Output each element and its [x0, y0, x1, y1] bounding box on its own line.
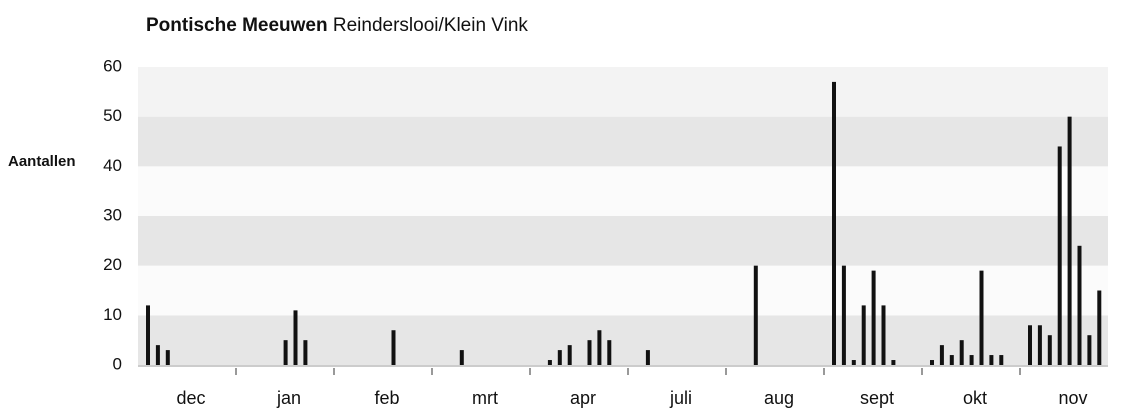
x-tick-label: aug	[764, 388, 794, 408]
x-tick-label: apr	[570, 388, 596, 408]
bar	[753, 265, 758, 365]
grid-band	[138, 116, 1108, 167]
bar	[851, 360, 856, 365]
bar	[587, 340, 592, 365]
y-tick-label: 10	[103, 305, 122, 324]
bar	[391, 330, 396, 365]
bar	[155, 345, 160, 365]
bar	[939, 345, 944, 365]
grid-band	[138, 166, 1108, 216]
x-tick-label: mrt	[472, 388, 498, 408]
bar	[1097, 290, 1102, 365]
x-tick-label: okt	[963, 388, 987, 408]
x-tick-label: dec	[176, 388, 205, 408]
bar	[459, 350, 464, 365]
y-tick-label: 50	[103, 106, 122, 125]
chart-subtitle: Reinderslooi/Klein Vink	[333, 15, 529, 36]
bar	[841, 265, 846, 365]
y-tick-label: 20	[103, 255, 122, 274]
x-tick-label: juli	[669, 388, 692, 408]
bar	[567, 345, 572, 365]
bar	[1077, 245, 1082, 365]
bar	[1067, 116, 1072, 366]
bar	[1028, 325, 1032, 365]
bar	[891, 360, 896, 365]
bar	[979, 270, 984, 365]
bar	[1047, 335, 1052, 365]
bar	[165, 350, 170, 365]
grid-band	[138, 265, 1108, 316]
bar	[949, 355, 954, 365]
bar	[1087, 335, 1092, 365]
grid-band	[138, 216, 1108, 266]
bar	[557, 350, 562, 365]
bar	[930, 360, 934, 365]
bar	[547, 360, 552, 365]
x-tick-label: jan	[276, 388, 301, 408]
bar	[597, 330, 602, 365]
x-tick-label: nov	[1058, 388, 1087, 408]
bar	[283, 340, 288, 365]
bar	[881, 305, 886, 365]
y-tick-label: 40	[103, 156, 122, 175]
y-tick-label: 30	[103, 205, 122, 224]
bar	[989, 355, 994, 365]
bar	[607, 340, 612, 365]
bar	[146, 305, 150, 365]
y-axis-label: Aantallen	[8, 153, 76, 170]
bar	[832, 81, 836, 366]
y-tick-label: 0	[113, 354, 122, 373]
bar	[645, 350, 650, 365]
bar	[861, 305, 866, 365]
bar	[303, 340, 308, 365]
bar	[969, 355, 974, 365]
x-tick-label: feb	[374, 388, 399, 408]
bar	[871, 270, 876, 365]
x-tick-label: sept	[860, 388, 894, 408]
bar	[959, 340, 964, 365]
bar	[1057, 146, 1062, 365]
bar	[1037, 325, 1042, 365]
chart-title: Pontische Meeuwen	[146, 15, 328, 36]
grid-band	[138, 315, 1108, 365]
bar	[999, 355, 1004, 365]
grid-band	[138, 67, 1108, 117]
chart-heading: Pontische Meeuwen Reinderslooi/Klein Vin…	[146, 15, 528, 36]
bar	[293, 310, 298, 365]
y-tick-label: 60	[103, 56, 122, 75]
